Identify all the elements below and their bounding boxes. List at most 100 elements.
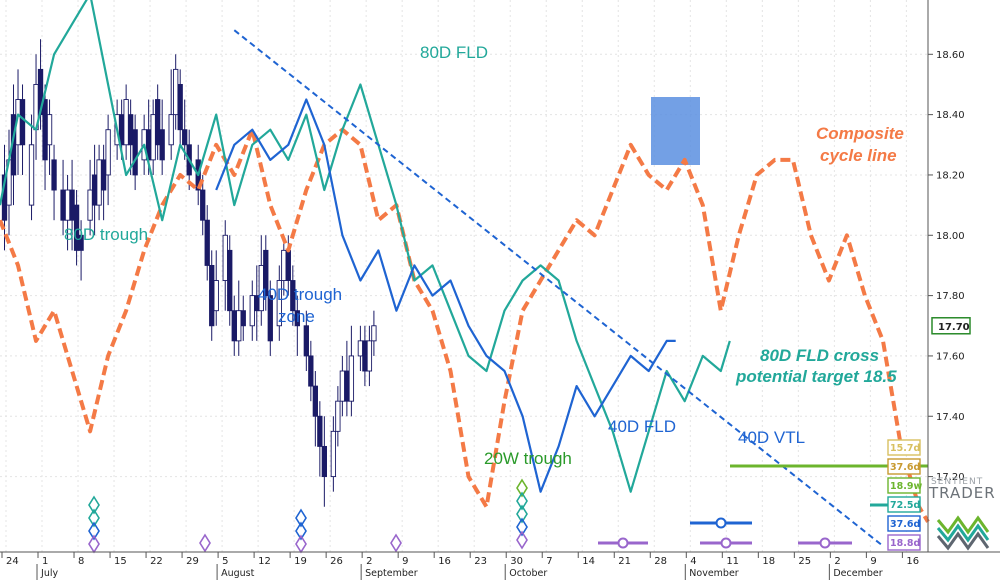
- cycle-diamond: [295, 521, 307, 541]
- logo-wave-grey: [936, 531, 990, 551]
- candle-up: [348, 355, 355, 402]
- cycle-badge: [887, 439, 921, 456]
- cycle-badge-label: 72.5d: [890, 500, 920, 511]
- candle-up: [357, 340, 364, 357]
- annotation-label: cycle line: [820, 146, 897, 165]
- cycle-diamond: [88, 521, 100, 541]
- x-tick-label: 5: [222, 556, 228, 567]
- y-tick-label: 18.60: [936, 50, 965, 61]
- annotation-label: Composite: [816, 124, 904, 143]
- candle-up: [213, 280, 219, 312]
- candle-down: [204, 219, 210, 266]
- candle-down: [209, 264, 215, 327]
- candle-down: [344, 370, 350, 402]
- y-tick-label: 17.60: [936, 351, 965, 362]
- cycle-diamond: [516, 517, 528, 537]
- x-tick-label: 16: [906, 556, 919, 567]
- x-tick-label: 7: [546, 556, 552, 567]
- current-price-label: 17.70: [938, 322, 970, 333]
- cycle-badge-label: 37.6d: [890, 462, 920, 473]
- y-tick-label: 17.80: [936, 291, 965, 302]
- candle-up: [96, 159, 102, 206]
- cycle-bar-center: [819, 537, 831, 549]
- candle-down: [263, 249, 269, 297]
- month-label: September: [365, 568, 418, 579]
- cycle-badges: 15.7d 37.6d 18.9w 72.5d 37.6d 18.8d: [887, 439, 922, 551]
- candle-up: [249, 295, 255, 327]
- candle-down: [127, 114, 134, 146]
- candle-down: [294, 310, 300, 327]
- candle-up: [105, 129, 111, 176]
- x-tick-label: 18: [762, 556, 775, 567]
- candle-down: [290, 280, 296, 312]
- y-axis: 17.20 17.40 17.60 17.80 18.00 18.20 18.40 18.60…: [927, 0, 971, 552]
- candle-down: [100, 159, 107, 191]
- candle-down: [285, 249, 291, 281]
- candle-up: [168, 114, 174, 146]
- candle-up: [371, 325, 377, 342]
- series-80d-fld: [0, 0, 731, 493]
- x-axis: 24 1 8 15 22 29 5 12 19 26 2 9 16 23 30 7 14 21 28 4 11 18 25 2…: [0, 551, 1000, 580]
- x-tick-label: 11: [726, 556, 739, 567]
- cycle-badge: [887, 458, 921, 475]
- cycle-badge: [887, 496, 921, 513]
- x-tick-label: 12: [258, 556, 271, 567]
- candle-up: [173, 68, 179, 116]
- logo-wave-teal: [936, 523, 990, 543]
- cycle-diamond: [88, 508, 100, 528]
- plot-area: [0, 0, 928, 552]
- cycle-bar-center: [720, 537, 732, 549]
- candle-down: [60, 189, 66, 221]
- annotation-label: zone: [278, 307, 315, 326]
- x-tick-label: 28: [654, 556, 667, 567]
- series-40d-vtl: [233, 29, 884, 547]
- annotation-label: 80D FLD cross: [760, 346, 879, 365]
- annotation-label: 40D trough: [258, 285, 342, 304]
- candle-down: [317, 415, 323, 447]
- candle-down: [73, 204, 80, 251]
- candle-up: [335, 400, 341, 432]
- x-tick-label: 29: [186, 556, 199, 567]
- cycle-badge-label: 37.6d: [890, 519, 920, 530]
- month-label: July: [40, 568, 58, 579]
- annotation-label: 80D trough: [64, 225, 148, 244]
- candle-up: [87, 189, 93, 221]
- annotation-label: 20W trough: [484, 449, 572, 468]
- candle-down: [362, 340, 368, 372]
- candle-down: [155, 99, 161, 146]
- month-label: October: [509, 568, 547, 579]
- x-tick-label: 25: [798, 556, 811, 567]
- annotations: 80D FLD 80D trough 40D trough zone 40D FLD 40…: [64, 43, 904, 468]
- candle-down: [42, 99, 48, 161]
- candle-down: [227, 249, 233, 312]
- highlight-box: [651, 97, 700, 165]
- cycle-badge-label: 15.7d: [890, 443, 920, 454]
- candle-up: [339, 370, 346, 402]
- x-tick-label: 8: [78, 556, 84, 567]
- current-price-box: [931, 317, 971, 335]
- annotation-label: 40D VTL: [738, 428, 805, 447]
- logo-text-sentient: SENTIENT: [931, 477, 983, 487]
- y-tick-label: 17.40: [936, 412, 965, 423]
- candle-down: [312, 385, 318, 417]
- grid: [0, 0, 928, 552]
- candle-down: [308, 355, 314, 387]
- cycle-badge: [887, 477, 921, 494]
- candle-up: [28, 144, 35, 206]
- candle-down: [231, 310, 237, 342]
- candle-down: [69, 189, 75, 221]
- cycle-diamond: [199, 533, 211, 553]
- candle-down: [78, 234, 84, 251]
- candle-down: [177, 84, 183, 131]
- month-label: December: [833, 568, 882, 579]
- x-tick-label: 19: [294, 556, 307, 567]
- candle-down: [19, 99, 26, 146]
- annotation-label: 40D FLD: [608, 417, 676, 436]
- candle-down: [182, 129, 188, 146]
- cycle-markers: [88, 478, 852, 554]
- x-tick-label: 1: [42, 556, 48, 567]
- x-tick-label: 21: [618, 556, 631, 567]
- x-tick-label: 30: [510, 556, 523, 567]
- candle-down: [132, 129, 138, 176]
